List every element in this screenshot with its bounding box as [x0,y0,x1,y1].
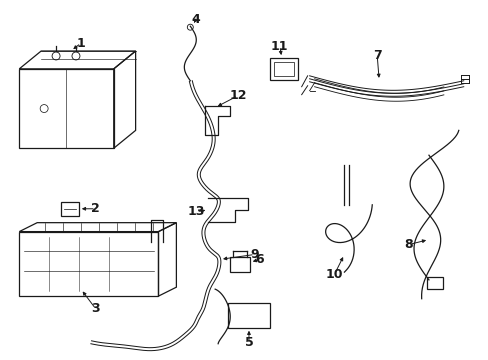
Text: 11: 11 [270,40,288,53]
Text: 2: 2 [91,202,100,215]
Text: 1: 1 [77,37,85,50]
Text: 4: 4 [191,13,200,26]
Text: 9: 9 [250,248,259,261]
Text: 7: 7 [372,49,381,63]
Text: 10: 10 [325,268,343,281]
Text: 12: 12 [229,89,246,102]
Text: 5: 5 [244,336,253,349]
Text: 8: 8 [404,238,412,251]
Text: 3: 3 [91,302,100,315]
Text: 6: 6 [255,253,264,266]
Text: 13: 13 [187,205,204,218]
